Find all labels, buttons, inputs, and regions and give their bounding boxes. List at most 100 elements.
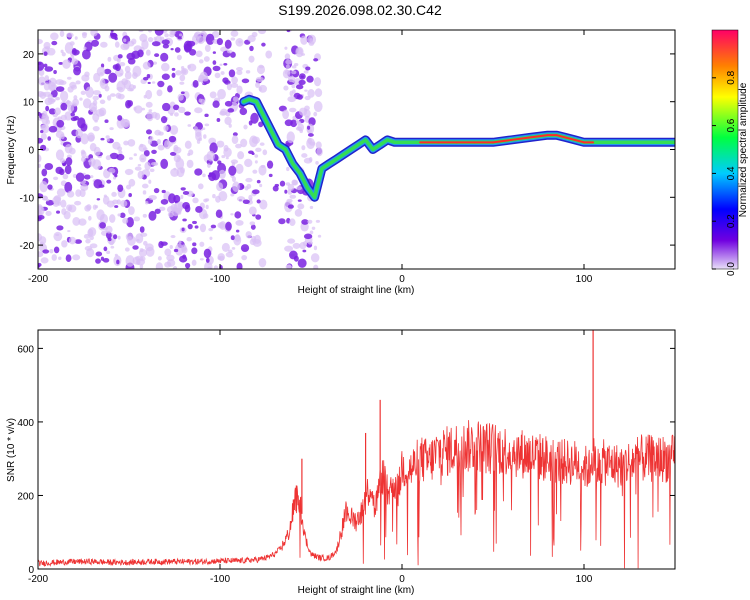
- spectrogram-speckle: [75, 80, 81, 85]
- spectrogram-speckle: [282, 69, 291, 79]
- spectrogram-speckle: [236, 196, 246, 202]
- spectrogram-speckle: [83, 46, 87, 51]
- spectrogram-speckle: [145, 89, 153, 100]
- spectrogram-speckle: [139, 33, 148, 43]
- spectrogram-speckle: [306, 125, 311, 130]
- spectrogram-speckle: [285, 64, 290, 69]
- spectrogram-speckle: [287, 204, 294, 209]
- spectrogram-speckle: [38, 214, 45, 220]
- spectrogram-speckle: [187, 152, 191, 157]
- spectrogram-speckle: [65, 157, 73, 166]
- spectrogram-speckle: [205, 204, 209, 210]
- spectrogram-speckle: [151, 41, 161, 47]
- spectrogram-speckle: [294, 208, 303, 217]
- spectrogram-speckle: [310, 253, 320, 263]
- spectrogram-speckle: [212, 65, 221, 72]
- spectrogram-speckle: [40, 133, 47, 141]
- spectrogram-speckle: [127, 100, 133, 107]
- spectrogram-speckle: [43, 51, 48, 56]
- spectrogram-speckle: [41, 168, 48, 177]
- spectrogram-speckle: [148, 210, 157, 221]
- spectrogram-speckle: [230, 30, 239, 37]
- spectrogram-speckle: [234, 211, 242, 219]
- spectrogram-speckle: [90, 175, 94, 179]
- spectrogram-speckle: [145, 101, 153, 108]
- spectrogram-speckle: [56, 188, 66, 197]
- spectrogram-speckle: [42, 249, 50, 254]
- spectrogram-speckle: [204, 113, 209, 118]
- spectrogram-speckle: [212, 100, 220, 108]
- spectrogram-speckle: [53, 70, 57, 75]
- spectrogram-speckle: [145, 49, 151, 56]
- spectrogram-speckle: [247, 34, 256, 43]
- spectrogram-speckle: [40, 257, 49, 264]
- spectrogram-speckle: [70, 112, 76, 117]
- spectrogram-speckle: [170, 47, 174, 51]
- spectrogram-speckle: [235, 38, 244, 47]
- spectrogram-speckle: [123, 38, 127, 43]
- spectrogram-speckle: [180, 67, 189, 76]
- spectrogram-speckle: [133, 153, 137, 157]
- spectrogram-speckle: [194, 225, 199, 229]
- spectrogram-speckle: [241, 78, 250, 84]
- spectrogram-speckle: [160, 158, 169, 170]
- spectrogram-speckle: [60, 49, 64, 54]
- spectrogram-speckle: [55, 149, 65, 161]
- spectrogram-speckle: [173, 112, 179, 117]
- spectrogram-speckle: [184, 111, 191, 116]
- spectrogram-speckle: [99, 222, 106, 229]
- spectrogram-speckle: [126, 216, 134, 228]
- spectrogram-speckle: [93, 72, 101, 83]
- spectrogram-speckle: [230, 82, 239, 88]
- spectrogram-speckle: [120, 119, 130, 128]
- spectrogram-speckle: [85, 86, 94, 98]
- spectrogram-speckle: [162, 43, 169, 49]
- spectrogram-speckle: [231, 246, 236, 250]
- spectrogram-speckle: [258, 165, 267, 176]
- spectrogram-speckle: [83, 174, 91, 180]
- spectrogram-speckle: [313, 58, 319, 62]
- spectrogram-speckle: [171, 72, 176, 78]
- spectrogram-speckle: [265, 50, 273, 59]
- spectrogram-speckle: [170, 234, 176, 239]
- spectrogram-speckle: [74, 239, 82, 244]
- spectrogram-speckle: [74, 36, 78, 40]
- spectrogram-speckle: [71, 58, 79, 65]
- x-tick-label: -200: [28, 574, 48, 585]
- spectrogram-speckle: [51, 254, 57, 261]
- spectrogram-speckle: [182, 218, 187, 222]
- spectrogram-speckle: [71, 102, 77, 107]
- spectrogram-speckle: [73, 95, 78, 100]
- spectrogram-speckle: [244, 158, 253, 168]
- spectrogram-speckle: [40, 124, 47, 131]
- spectrogram-speckle: [105, 135, 110, 139]
- spectrogram-speckle: [161, 189, 166, 194]
- spectrogram-speckle: [259, 65, 264, 69]
- spectrogram-speckle: [232, 181, 240, 192]
- spectrogram-speckle: [177, 93, 184, 101]
- spectrogram-speckle: [150, 161, 158, 166]
- spectrogram-speckle: [105, 231, 112, 239]
- spectrogram-xlabel: Height of straight line (km): [298, 285, 415, 296]
- spectrogram-speckle: [137, 170, 144, 179]
- spectrogram-speckle: [205, 257, 210, 263]
- spectrogram-speckle: [110, 30, 114, 33]
- spectrogram-speckle: [248, 55, 255, 63]
- colorbar-tick-label: 0.6: [726, 118, 737, 132]
- spectrogram-speckle: [173, 146, 182, 154]
- spectrogram-speckle: [87, 134, 95, 141]
- spectrogram-speckle: [188, 49, 197, 56]
- spectrogram-speckle: [251, 189, 260, 195]
- spectrogram-speckle: [47, 136, 52, 141]
- spectrogram-speckle: [203, 134, 207, 139]
- spectrogram-ridge-core: [573, 138, 585, 144]
- spectrogram-speckle: [123, 140, 129, 146]
- spectrogram-speckle: [220, 71, 225, 75]
- spectrogram-speckle: [108, 72, 118, 83]
- spectrogram-speckle: [176, 167, 185, 178]
- spectrogram-speckle: [221, 242, 230, 252]
- x-tick-label: -100: [210, 274, 230, 285]
- spectrogram-speckle: [259, 199, 268, 210]
- spectrogram-speckle: [138, 144, 147, 152]
- spectrogram-speckle: [52, 196, 62, 205]
